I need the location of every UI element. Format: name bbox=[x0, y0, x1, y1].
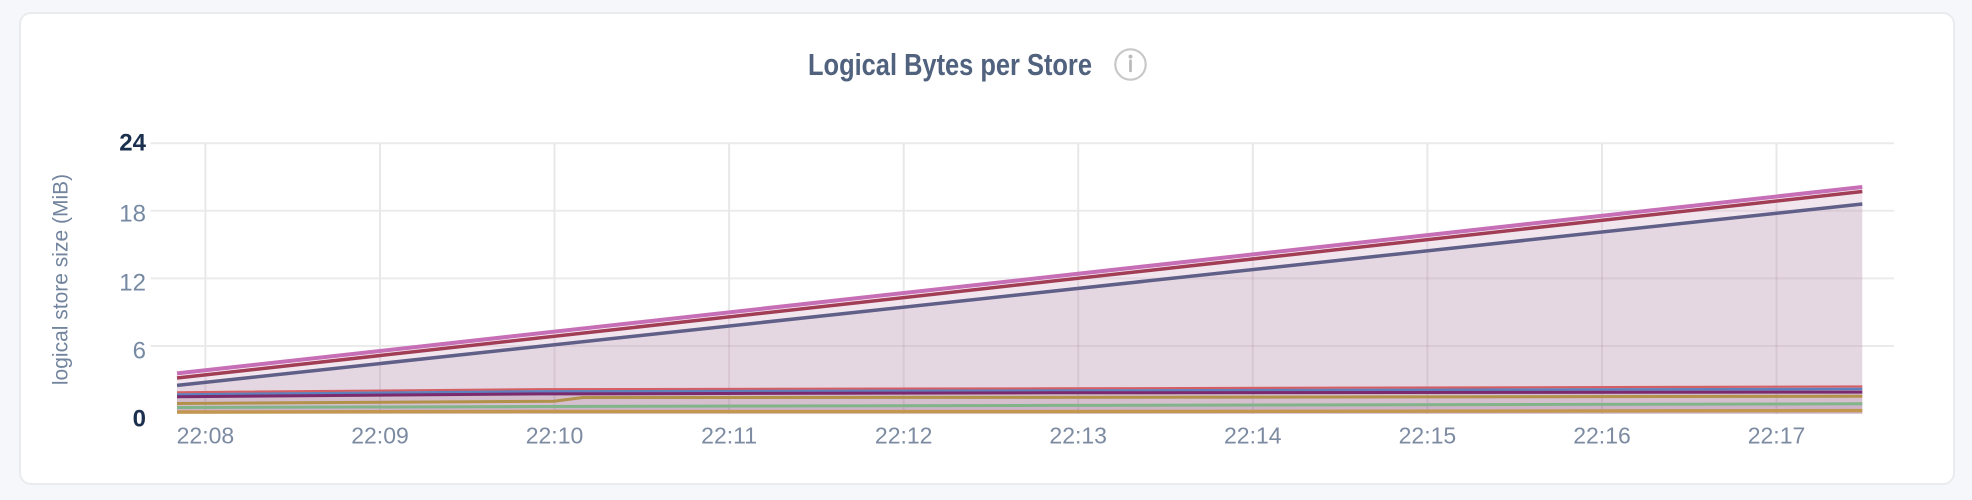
svg-text:22:14: 22:14 bbox=[1224, 423, 1282, 449]
svg-text:22:12: 22:12 bbox=[875, 423, 933, 449]
svg-text:22:15: 22:15 bbox=[1399, 423, 1457, 449]
svg-text:22:11: 22:11 bbox=[701, 423, 757, 449]
svg-text:12: 12 bbox=[119, 270, 146, 297]
svg-text:24: 24 bbox=[119, 130, 146, 157]
svg-text:22:17: 22:17 bbox=[1748, 423, 1806, 449]
svg-text:18: 18 bbox=[119, 201, 146, 228]
svg-text:22:10: 22:10 bbox=[526, 423, 584, 449]
svg-text:6: 6 bbox=[133, 338, 146, 365]
svg-text:logical store size (MiB): logical store size (MiB) bbox=[50, 174, 73, 385]
svg-text:22:08: 22:08 bbox=[177, 423, 235, 449]
svg-text:22:09: 22:09 bbox=[351, 423, 409, 449]
svg-text:22:13: 22:13 bbox=[1049, 423, 1107, 449]
svg-text:0: 0 bbox=[133, 406, 146, 433]
svg-text:22:16: 22:16 bbox=[1573, 423, 1631, 449]
